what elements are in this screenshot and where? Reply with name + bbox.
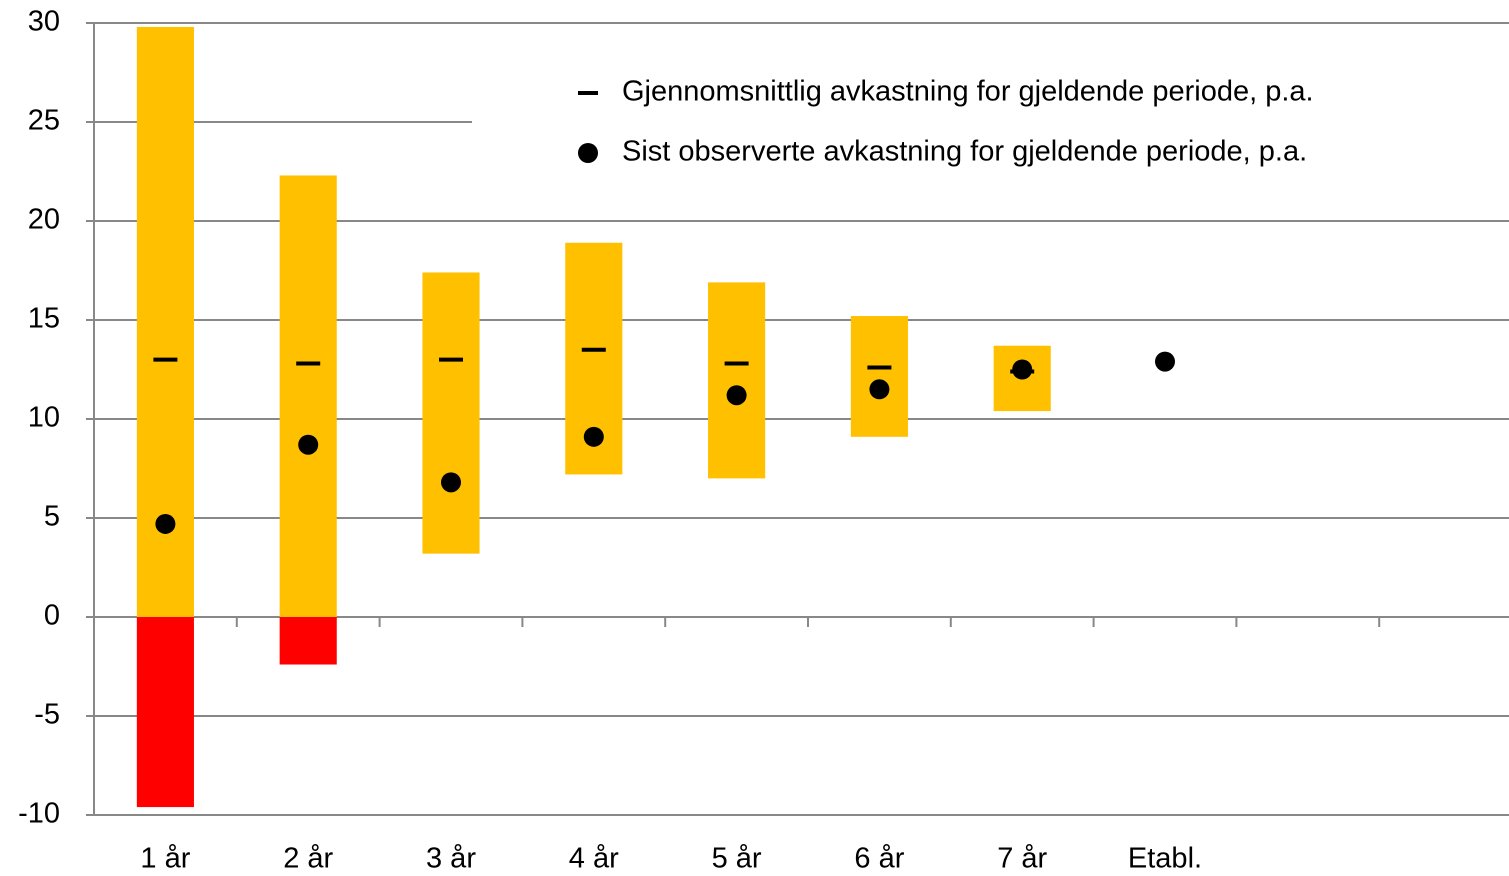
y-tick-label: 0	[44, 600, 60, 632]
x-tick-label: 5 år	[712, 843, 762, 875]
last-marker	[583, 426, 604, 447]
x-tick-label: 6 år	[854, 843, 904, 875]
negative-range-bar	[136, 617, 194, 808]
y-tick-label: 25	[28, 105, 60, 137]
legend-label: Sist observerte avkastning for gjeldende…	[622, 136, 1307, 168]
range-bar	[708, 282, 766, 479]
x-tick-label: 2 år	[283, 843, 333, 875]
legend-label: Gjennomsnittlig avkastning for gjeldende…	[622, 76, 1314, 108]
last-marker	[441, 472, 461, 493]
y-tick-label: -5	[34, 699, 60, 731]
last-marker	[1012, 359, 1033, 380]
negative-range-bar	[279, 617, 337, 665]
y-tick-label: 5	[44, 501, 60, 533]
last-marker	[1155, 351, 1175, 372]
y-tick-label: 15	[28, 303, 60, 335]
range-bar	[850, 316, 908, 437]
y-tick-label: 30	[28, 6, 60, 38]
legend-background	[472, 40, 1509, 200]
legend-symbol	[578, 143, 598, 163]
y-tick-label: 10	[28, 402, 60, 434]
range-bar	[422, 272, 480, 554]
last-marker	[298, 434, 319, 455]
x-tick-label: 4 år	[569, 843, 619, 875]
x-tick-label: Etabl.	[1128, 843, 1202, 875]
x-tick-label: 7 år	[997, 843, 1047, 875]
range-bar	[279, 175, 337, 617]
x-tick-label: 3 år	[426, 843, 476, 875]
y-tick-label: 20	[28, 204, 60, 236]
last-marker	[869, 379, 890, 400]
x-tick-label: 1 år	[140, 843, 190, 875]
last-marker	[155, 513, 176, 534]
y-tick-label: -10	[18, 798, 60, 830]
last-marker	[726, 385, 747, 406]
